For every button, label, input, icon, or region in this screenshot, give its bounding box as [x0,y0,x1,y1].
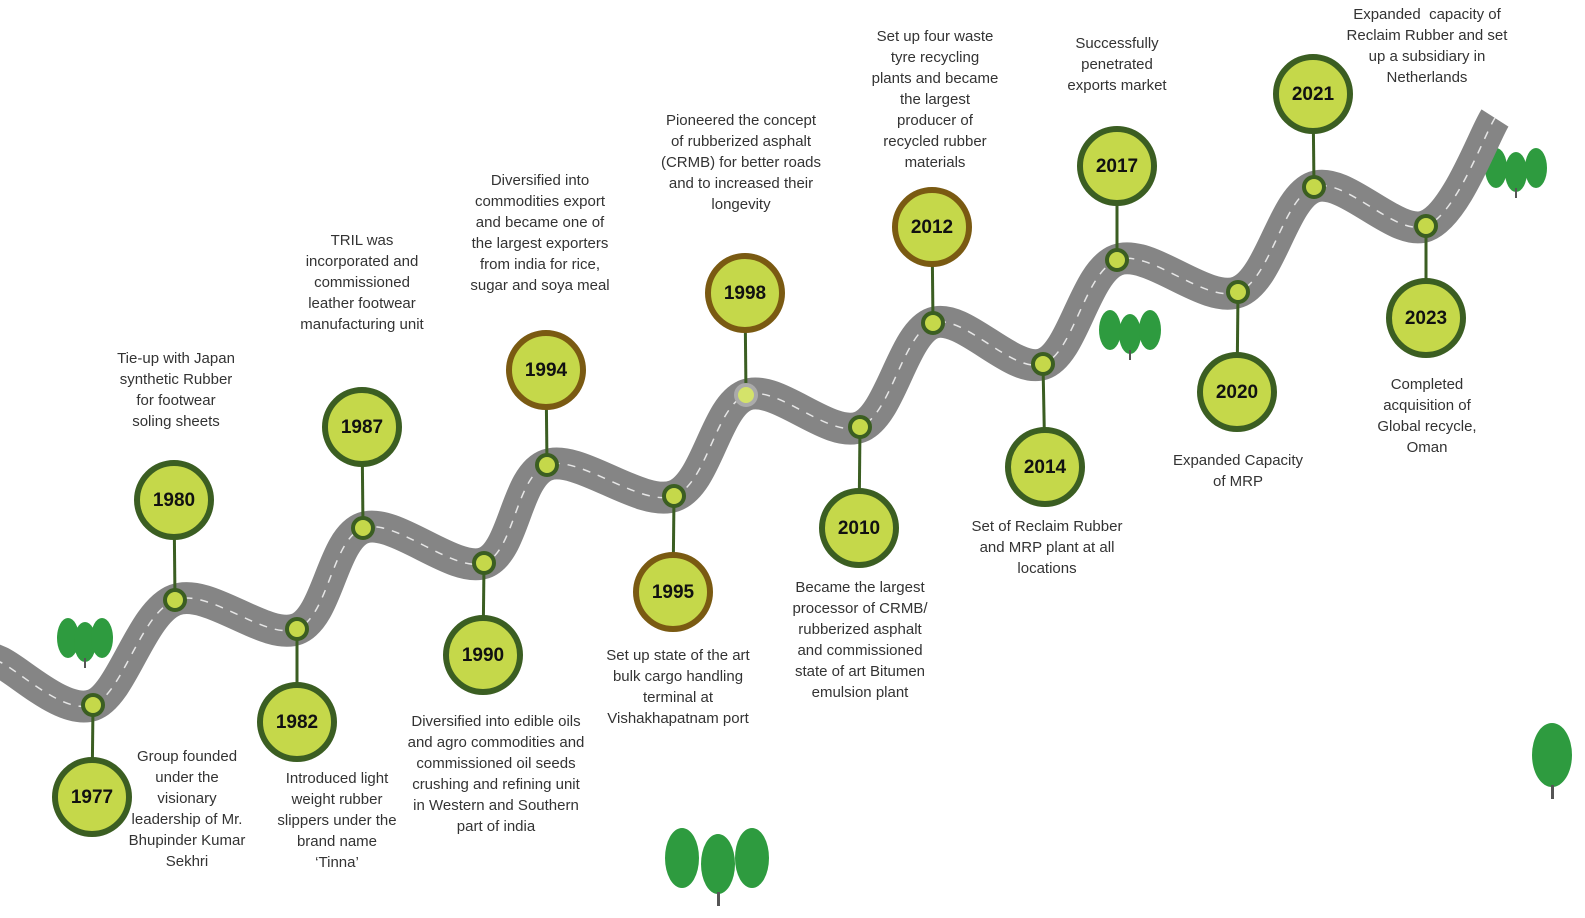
milestone-description: Completed acquisition of Global recycle,… [1368,374,1486,458]
year-label: 1998 [724,283,766,304]
road-dot [1304,177,1324,197]
road-dot [664,486,684,506]
milestone-description: Pioneered the concept of rubberized asph… [659,110,824,215]
year-label: 2017 [1096,156,1138,177]
year-label: 2021 [1292,84,1335,105]
year-label: 1980 [153,490,195,511]
milestone-description: Expanded Capacity of MRP [1167,450,1309,492]
milestone-description: Set up state of the art bulk cargo handl… [604,645,752,729]
milestone-description: Diversified into commodities export and … [466,170,614,296]
year-label: 2012 [911,217,953,238]
road-dot [474,553,494,573]
milestone-description: Became the largest processor of CRMB/ ru… [789,577,931,703]
road-dot [923,313,943,333]
milestone-description: Set up four waste tyre recycling plants … [871,26,999,173]
milestone-description: Group founded under the visionary leader… [128,746,246,872]
year-label: 1987 [341,417,383,438]
milestone-description: Tie-up with Japan synthetic Rubber for f… [115,348,237,432]
milestone-description: Set of Reclaim Rubber and MRP plant at a… [971,516,1123,579]
year-label: 2014 [1024,457,1067,478]
road-dot [1033,354,1053,374]
milestone-description: Introduced light weight rubber slippers … [276,768,398,873]
year-label: 1995 [652,582,695,603]
road-dot [736,385,756,405]
road-dot [287,619,307,639]
year-label: 2010 [838,518,880,539]
milestone-description: Successfully penetrated exports market [1066,33,1168,96]
year-label: 2020 [1216,382,1258,403]
year-label: 1977 [71,787,113,808]
milestone-description: Expanded capacity of Reclaim Rubber and … [1338,4,1516,88]
milestone-description: TRIL was incorporated and commissioned l… [298,230,426,335]
timeline-page: 1977 1980 1982 1987 1990 1994 1995 1998 2010 2012… [0,0,1585,918]
year-label: 1994 [525,360,568,381]
road-dot [1107,250,1127,270]
year-label: 1990 [462,645,504,666]
road-dot [353,518,373,538]
road-dot [850,417,870,437]
year-label: 1982 [276,712,318,733]
milestone-description: Diversified into edible oils and agro co… [407,711,585,837]
road-dot [83,695,103,715]
road-dot [1416,216,1436,236]
road-dot [165,590,185,610]
road-dot [1228,282,1248,302]
road-dot [537,455,557,475]
year-label: 2023 [1405,308,1447,329]
